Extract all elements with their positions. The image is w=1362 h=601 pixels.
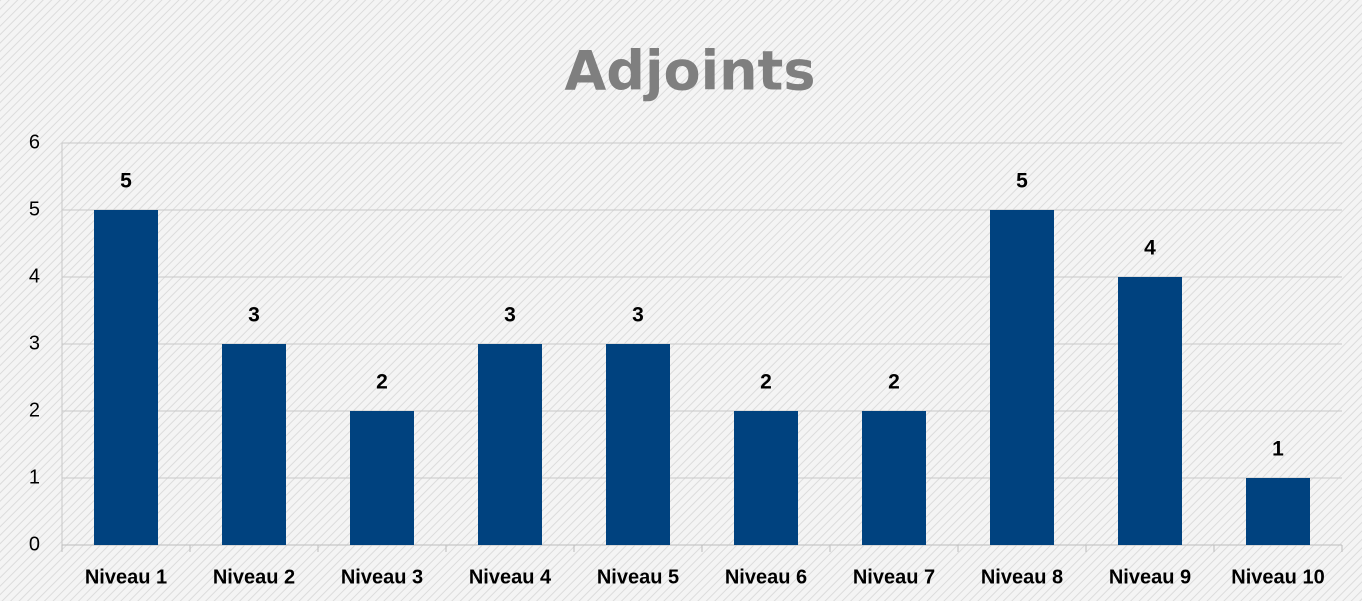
data-label: 3 bbox=[504, 304, 516, 327]
y-tick-label: 6 bbox=[29, 131, 40, 153]
x-tick-label: Niveau 9 bbox=[1109, 566, 1191, 588]
x-tick-label: Niveau 1 bbox=[85, 566, 167, 588]
data-label: 3 bbox=[632, 304, 644, 327]
x-tick-label: Niveau 10 bbox=[1231, 566, 1324, 588]
x-tick-label: Niveau 8 bbox=[981, 566, 1063, 588]
x-tick-label: Niveau 7 bbox=[853, 566, 935, 588]
y-tick-label: 4 bbox=[29, 265, 40, 287]
bar bbox=[94, 210, 158, 545]
data-label: 3 bbox=[248, 304, 260, 327]
y-tick-label: 3 bbox=[29, 332, 40, 354]
bar bbox=[990, 210, 1054, 545]
y-tick-label: 2 bbox=[29, 399, 40, 421]
bar bbox=[478, 344, 542, 545]
chart-title: Adjoints bbox=[565, 40, 816, 103]
x-tick-label: Niveau 3 bbox=[341, 566, 423, 588]
y-tick-label: 5 bbox=[29, 198, 40, 220]
x-tick-label: Niveau 2 bbox=[213, 566, 295, 588]
y-tick-label: 1 bbox=[29, 466, 40, 488]
y-tick-label: 0 bbox=[29, 533, 40, 555]
data-label: 5 bbox=[120, 170, 132, 193]
bar bbox=[862, 411, 926, 545]
bar bbox=[1246, 478, 1310, 545]
x-tick-label: Niveau 5 bbox=[597, 566, 679, 588]
data-label: 5 bbox=[1016, 170, 1028, 193]
data-label: 2 bbox=[760, 371, 772, 394]
x-tick-label: Niveau 4 bbox=[469, 566, 552, 588]
x-tick-label: Niveau 6 bbox=[725, 566, 807, 588]
data-label: 1 bbox=[1272, 438, 1284, 461]
bar bbox=[734, 411, 798, 545]
bar bbox=[606, 344, 670, 545]
bar bbox=[350, 411, 414, 545]
data-label: 2 bbox=[888, 371, 900, 394]
data-label: 4 bbox=[1144, 237, 1156, 260]
bar bbox=[222, 344, 286, 545]
data-label: 2 bbox=[376, 371, 388, 394]
bar bbox=[1118, 277, 1182, 545]
